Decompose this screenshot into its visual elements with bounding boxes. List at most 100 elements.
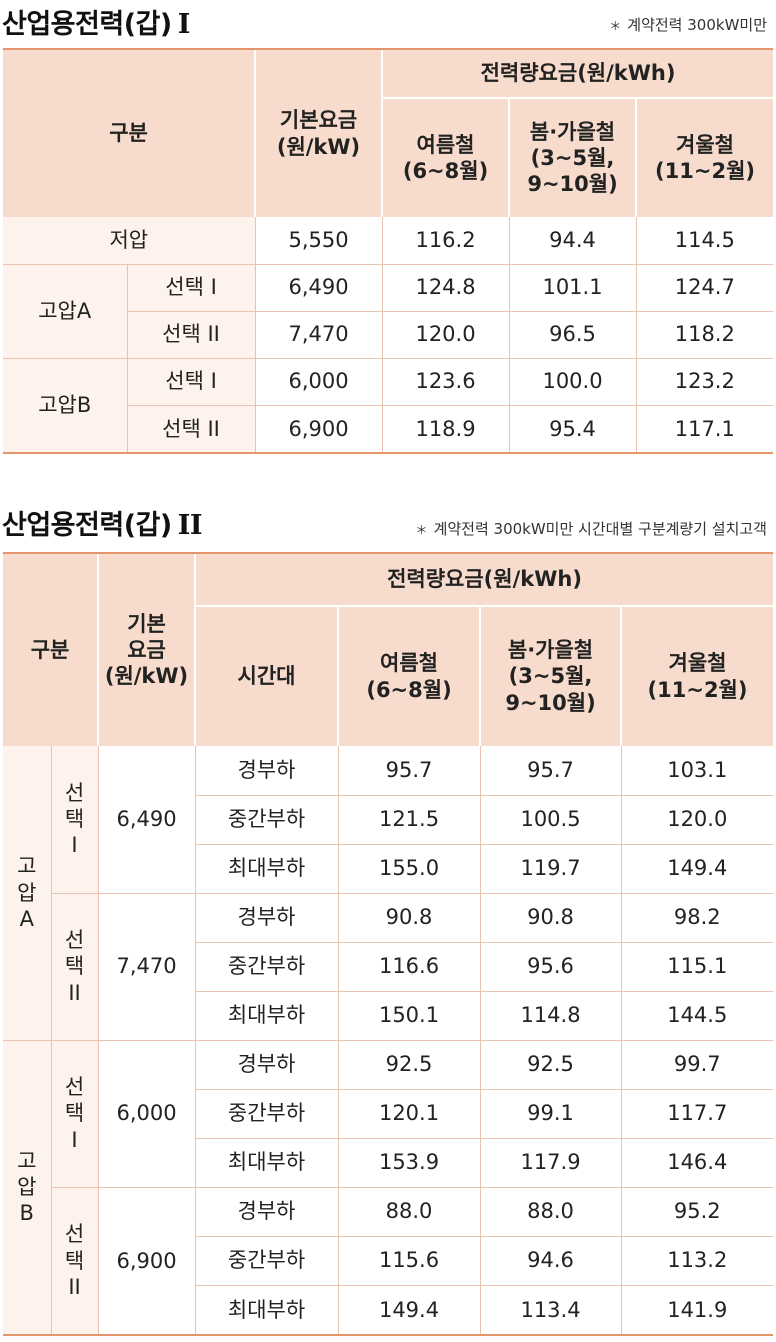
- t1-group-label: 저압: [3, 217, 256, 264]
- table-row: 중간부하 120.1 99.1 117.7: [3, 1088, 774, 1138]
- table-row: 선택 II 7,470 120.0 96.5 118.2: [3, 310, 774, 358]
- t1-header-category: 구분: [3, 50, 257, 217]
- t2-summer-cell: 116.6: [337, 941, 481, 991]
- t2-header-summer: 여름철 (6~8월): [338, 606, 482, 746]
- t1-base-cell: 6,000: [254, 357, 383, 405]
- table1-title-roman: I: [177, 9, 191, 40]
- t2-band-cell: 최대부하: [194, 1137, 339, 1187]
- table2-bottom-rule: [3, 1334, 773, 1336]
- t2-option-label: 선 택 I: [50, 1039, 99, 1187]
- table-row: 중간부하 116.6 95.6 115.1: [3, 941, 774, 991]
- table1: 구분 기본요금 (원/kW) 전력량요금(원/kWh) 여름철 (6~8월) 봄…: [3, 50, 774, 452]
- t1-summer-cell: 120.0: [381, 310, 510, 358]
- table2: 구분 기본 요금 (원/kW) 전력량요금(원/kWh) 시간대 여름철 (6~…: [3, 554, 774, 1334]
- table-row: 중간부하 115.6 94.6 113.2: [3, 1235, 774, 1285]
- t2-band-cell: 최대부하: [194, 1284, 339, 1334]
- t2-summer-cell: 90.8: [337, 892, 481, 942]
- t2-band-cell: 경부하: [194, 1039, 339, 1089]
- t1-winter-cell: 123.2: [635, 357, 774, 405]
- t2-spring-fall-cell: 99.1: [479, 1088, 622, 1138]
- t2-group-label: 고 압 B: [3, 1039, 51, 1334]
- t2-winter-cell: 113.2: [620, 1235, 774, 1285]
- t1-base-cell: 5,550: [254, 217, 383, 264]
- t1-group-label: 고압A: [3, 263, 127, 358]
- table2-top-rule: [3, 552, 773, 554]
- t2-header-energy-fee: 전력량요금(원/kWh): [195, 554, 774, 607]
- t2-group-label: 고 압 A: [3, 746, 51, 1040]
- t2-summer-cell: 150.1: [337, 990, 481, 1040]
- t2-spring-fall-cell: 114.8: [479, 990, 622, 1040]
- t2-spring-fall-cell: 113.4: [479, 1284, 622, 1334]
- t2-summer-cell: 121.5: [337, 794, 481, 844]
- t2-option-label: 선 택 II: [50, 892, 99, 1040]
- t1-spring-fall-cell: 100.0: [508, 357, 637, 405]
- t2-winter-cell: 115.1: [620, 941, 774, 991]
- t1-base-cell: 6,490: [254, 263, 383, 311]
- t2-base-cell: 6,000: [97, 1039, 196, 1187]
- t1-summer-cell: 118.9: [381, 404, 510, 452]
- t2-winter-cell: 141.9: [620, 1284, 774, 1334]
- t2-spring-fall-cell: 88.0: [479, 1186, 622, 1236]
- t2-summer-cell: 120.1: [337, 1088, 481, 1138]
- table-row: 최대부하 155.0 119.7 149.4: [3, 843, 774, 893]
- t2-spring-fall-cell: 95.7: [479, 746, 622, 795]
- t2-summer-cell: 92.5: [337, 1039, 481, 1089]
- t2-winter-cell: 149.4: [620, 843, 774, 893]
- t2-summer-cell: 155.0: [337, 843, 481, 893]
- t2-band-cell: 경부하: [194, 746, 339, 795]
- t2-winter-cell: 95.2: [620, 1186, 774, 1236]
- t2-header-base-fee: 기본 요금 (원/kW): [98, 554, 197, 746]
- t2-header-winter: 겨울철 (11~2월): [621, 606, 774, 746]
- t1-winter-cell: 118.2: [635, 310, 774, 358]
- table-row: 최대부하 150.1 114.8 144.5: [3, 990, 774, 1040]
- table1-title: 산업용전력(갑) I: [2, 9, 191, 40]
- table-row: 최대부하 149.4 113.4 141.9: [3, 1284, 774, 1334]
- t2-band-cell: 중간부하: [194, 794, 339, 844]
- table-row: 최대부하 153.9 117.9 146.4: [3, 1137, 774, 1187]
- t1-summer-cell: 123.6: [381, 357, 510, 405]
- table-row: 고 압 B 선 택 I 6,000 경부하 92.5 92.5 99.7: [3, 1039, 774, 1334]
- table-row: 고압A 선택 I 6,490 124.8 101.1 124.7: [3, 263, 774, 358]
- table1-top-rule: [3, 48, 773, 50]
- table-row: 선 택 II 6,900 경부하 88.0 88.0 95.2: [3, 1186, 774, 1334]
- t1-winter-cell: 114.5: [635, 217, 774, 264]
- t2-option-label: 선 택 I: [50, 746, 99, 893]
- t1-header-energy-fee: 전력량요금(원/kWh): [382, 50, 774, 99]
- t2-spring-fall-cell: 95.6: [479, 941, 622, 991]
- t1-option-label: 선택 I: [126, 357, 256, 405]
- table-row: 고압B 선택 I 6,000 123.6 100.0 123.2: [3, 357, 774, 452]
- t1-base-cell: 7,470: [254, 310, 383, 358]
- table-row: 고 압 A 선 택 I 6,490 경부하 95.7 95.7 103.1: [3, 746, 774, 1040]
- t1-spring-fall-cell: 101.1: [508, 263, 637, 311]
- t2-winter-cell: 98.2: [620, 892, 774, 942]
- t2-winter-cell: 117.7: [620, 1088, 774, 1138]
- t2-winter-cell: 120.0: [620, 794, 774, 844]
- t2-band-cell: 경부하: [194, 892, 339, 942]
- t2-summer-cell: 95.7: [337, 746, 481, 795]
- t1-spring-fall-cell: 95.4: [508, 404, 637, 452]
- t1-option-label: 선택 II: [126, 310, 256, 358]
- table2-note: ＊ 계약전력 300kW미만 시간대별 구분계량기 설치고객: [415, 520, 767, 538]
- t2-spring-fall-cell: 100.5: [479, 794, 622, 844]
- t1-summer-cell: 124.8: [381, 263, 510, 311]
- t1-option-label: 선택 I: [126, 263, 256, 311]
- t2-spring-fall-cell: 94.6: [479, 1235, 622, 1285]
- t2-band-cell: 최대부하: [194, 990, 339, 1040]
- t1-base-cell: 6,900: [254, 404, 383, 452]
- table-row: 선 택 II 7,470 경부하 90.8 90.8 98.2: [3, 892, 774, 1040]
- t2-band-cell: 중간부하: [194, 941, 339, 991]
- t1-spring-fall-cell: 94.4: [508, 217, 637, 264]
- table1-bottom-rule: [3, 452, 773, 454]
- t2-winter-cell: 146.4: [620, 1137, 774, 1187]
- t2-summer-cell: 115.6: [337, 1235, 481, 1285]
- t1-winter-cell: 117.1: [635, 404, 774, 452]
- t2-band-cell: 중간부하: [194, 1235, 339, 1285]
- t2-header-category: 구분: [3, 554, 100, 746]
- t2-winter-cell: 99.7: [620, 1039, 774, 1089]
- t2-option-label: 선 택 II: [50, 1186, 99, 1334]
- table2-title: 산업용전력(갑) II: [2, 510, 203, 541]
- t2-winter-cell: 103.1: [620, 746, 774, 795]
- t2-base-cell: 7,470: [97, 892, 196, 1040]
- t1-spring-fall-cell: 96.5: [508, 310, 637, 358]
- t1-header-base-fee: 기본요금 (원/kW): [255, 50, 384, 217]
